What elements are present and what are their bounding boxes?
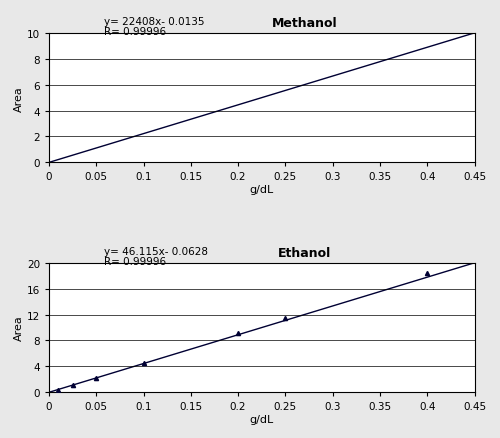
Y-axis label: Area: Area xyxy=(14,85,24,111)
X-axis label: g/dL: g/dL xyxy=(250,185,274,195)
Text: y= 22408x- 0.0135: y= 22408x- 0.0135 xyxy=(104,17,205,27)
Text: Methanol: Methanol xyxy=(272,17,337,30)
X-axis label: g/dL: g/dL xyxy=(250,414,274,424)
Y-axis label: Area: Area xyxy=(14,315,24,341)
Text: y= 46.115x- 0.0628: y= 46.115x- 0.0628 xyxy=(104,247,208,256)
Text: R= 0.99996: R= 0.99996 xyxy=(104,27,166,37)
Text: R= 0.99996: R= 0.99996 xyxy=(104,257,166,267)
Text: Ethanol: Ethanol xyxy=(278,247,331,259)
